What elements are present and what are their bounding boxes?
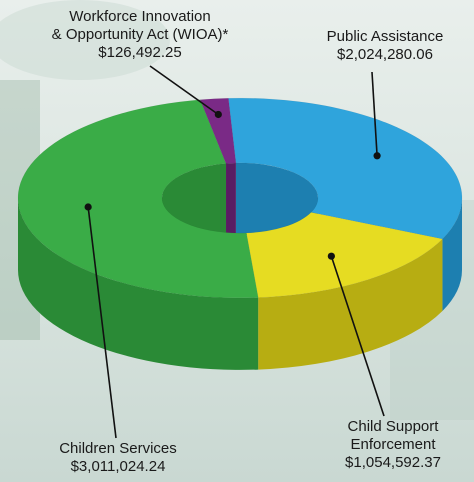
slice-name: & Opportunity Act (WIOA)* (51, 26, 229, 43)
leader-line (371, 71, 378, 156)
slice-top (199, 97, 237, 164)
slice-name: Children Services (59, 440, 177, 457)
slice-top (17, 99, 259, 299)
slice-name: Public Assistance (326, 28, 444, 45)
slice-value: $126,492.25 (98, 44, 182, 61)
slice-name: Workforce Innovation (69, 8, 211, 25)
leader-lines (84, 65, 385, 439)
leader-dot (327, 252, 335, 260)
slice-label: Children Services $3,011,024.24 (18, 440, 218, 476)
slice-side (258, 238, 443, 370)
slice-top (246, 212, 443, 298)
donut-tops (17, 97, 463, 299)
slice-name: Child Support (347, 418, 439, 435)
slice-hole-wall (226, 162, 236, 236)
leader-line (149, 65, 219, 116)
slice-value: $1,054,592.37 (345, 454, 441, 471)
leader-dot (84, 203, 92, 211)
slice-value: $2,024,280.06 (337, 46, 433, 63)
leader-line (87, 206, 117, 439)
slice-label: Child Support Enforcement $1,054,592.37 (318, 418, 468, 472)
slice-side (442, 198, 462, 311)
slice-label: Public Assistance $2,024,280.06 (300, 28, 470, 64)
leader-dot (214, 110, 222, 119)
leader-dot (373, 152, 381, 160)
leader-line (330, 255, 385, 417)
slice-top (228, 97, 463, 240)
slice-value: $3,011,024.24 (70, 458, 166, 475)
slice-label: Workforce Innovation & Opportunity Act (W… (0, 8, 280, 62)
slice-side (18, 198, 259, 370)
slice-name: Enforcement (350, 436, 436, 453)
